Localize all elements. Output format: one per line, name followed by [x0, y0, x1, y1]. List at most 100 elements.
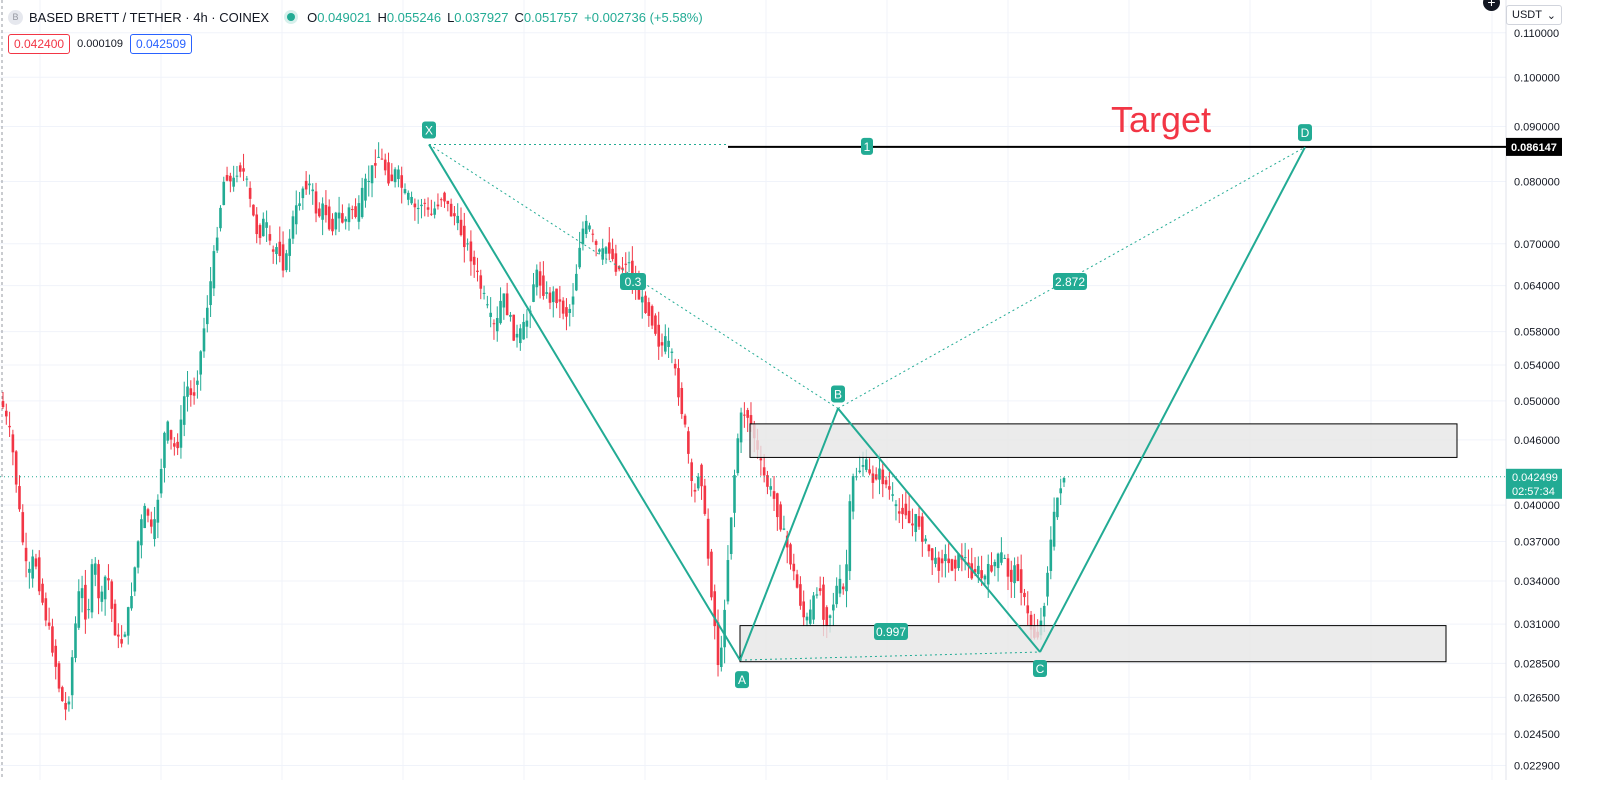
- candle-body: [858, 470, 862, 473]
- candle-body: [367, 180, 371, 183]
- candle-body: [311, 189, 315, 192]
- y-tick-label: 0.110000: [1514, 28, 1559, 40]
- candle-body: [822, 584, 825, 620]
- candle-body: [117, 634, 120, 637]
- point-d-label-bg: [1298, 124, 1312, 142]
- candle-body: [37, 557, 41, 592]
- candle-body: [677, 368, 680, 398]
- high-value: 0.055246: [386, 9, 442, 25]
- candle-body: [449, 203, 453, 217]
- candle-body: [47, 622, 51, 626]
- candle-body: [555, 288, 558, 304]
- candle-body: [472, 256, 476, 265]
- candle-body: [90, 564, 94, 613]
- candle-body: [1013, 565, 1016, 584]
- candle-body: [232, 177, 235, 187]
- candle-body: [726, 560, 730, 602]
- candle-body: [275, 247, 278, 255]
- support-zone: [739, 625, 1447, 663]
- candle-body: [130, 596, 133, 609]
- target-price-label: 0.086147: [1511, 142, 1557, 154]
- candle-body: [215, 237, 219, 251]
- candle-body: [904, 503, 908, 516]
- candle-body: [1046, 572, 1049, 597]
- candle-body: [446, 200, 450, 204]
- candle-body: [278, 241, 282, 256]
- candle-body: [884, 480, 888, 485]
- current-price-tag: [1506, 468, 1562, 499]
- candle-body: [1019, 569, 1023, 593]
- target-price-tag: [1506, 137, 1562, 156]
- ratio-ac-label: 0.997: [874, 623, 908, 640]
- candle-body: [350, 209, 354, 211]
- price-axis: 0.110000 0.100000 0.090000 0.080000 0.070000…: [1514, 28, 1560, 773]
- ratio-bd-label: 2.872: [1053, 273, 1087, 290]
- pattern-ratio-AC: [739, 651, 1041, 661]
- candle-body: [644, 295, 647, 313]
- candle-body: [759, 458, 763, 461]
- candle-body: [400, 175, 403, 188]
- candle-body: [749, 415, 753, 425]
- candle-body: [341, 213, 344, 223]
- candle-body: [212, 251, 216, 289]
- candle-body: [710, 551, 713, 598]
- candle-body: [907, 510, 911, 524]
- candle-body: [176, 441, 179, 449]
- candle-body: [594, 241, 598, 245]
- candle-body: [93, 563, 97, 575]
- y-tick-label: 0.054000: [1514, 360, 1560, 372]
- candle-body: [571, 296, 575, 305]
- buy-sell-panel: 0.042400 0.000109 0.042509: [8, 34, 193, 54]
- buy-button[interactable]: 0.042509: [129, 34, 193, 54]
- candle-body: [179, 419, 183, 448]
- candle-body: [360, 187, 364, 218]
- low-value: 0.037927: [454, 9, 509, 25]
- candle-body: [189, 388, 193, 396]
- candle-body: [828, 615, 832, 618]
- candle-body: [393, 169, 397, 183]
- candle-body: [466, 243, 469, 245]
- candle-body: [281, 244, 285, 271]
- candle-body: [621, 267, 624, 270]
- point-d-label: D: [1298, 124, 1312, 142]
- candle-body: [416, 207, 420, 210]
- currency-select[interactable]: USDT ⌄: [1506, 5, 1562, 25]
- candle-body: [304, 180, 308, 190]
- grid-lines: [0, 0, 1506, 780]
- candle-body: [542, 275, 545, 296]
- candle-body: [640, 296, 644, 303]
- sell-button[interactable]: 0.042400: [8, 34, 71, 54]
- symbol-title[interactable]: BASED BRETT / TETHER · 4h · COINEX: [29, 9, 270, 25]
- candle-body: [146, 509, 150, 516]
- candle-body: [950, 559, 954, 571]
- ratio-xd-label-text: 1: [864, 140, 871, 154]
- ratio-xb-label: 0.3: [620, 273, 646, 290]
- candle-body: [469, 241, 473, 262]
- candle-body: [166, 421, 170, 441]
- candle-body: [993, 561, 997, 567]
- candle-body: [696, 476, 700, 489]
- y-tick-label: 0.046000: [1514, 435, 1560, 447]
- candle-body: [44, 598, 48, 621]
- candle-body: [199, 351, 203, 375]
- candle-body: [1056, 497, 1059, 518]
- candle-body: [792, 563, 796, 572]
- candle-body: [14, 451, 18, 485]
- open-value: 0.049021: [317, 9, 372, 25]
- candle-body: [331, 218, 334, 232]
- candle-body: [670, 351, 674, 353]
- candle-body: [24, 547, 28, 562]
- candle-body: [294, 205, 298, 225]
- candle-body: [802, 601, 805, 618]
- candle-body: [927, 544, 931, 552]
- candle-body: [344, 218, 347, 222]
- candle-body: [654, 315, 657, 334]
- point-c-label: C: [1033, 660, 1047, 678]
- add-icon[interactable]: +: [1483, 0, 1500, 11]
- candle-body: [967, 562, 970, 566]
- candle-body: [156, 499, 160, 523]
- ratio-xd-label-bg: [861, 137, 873, 155]
- candle-body: [647, 302, 651, 316]
